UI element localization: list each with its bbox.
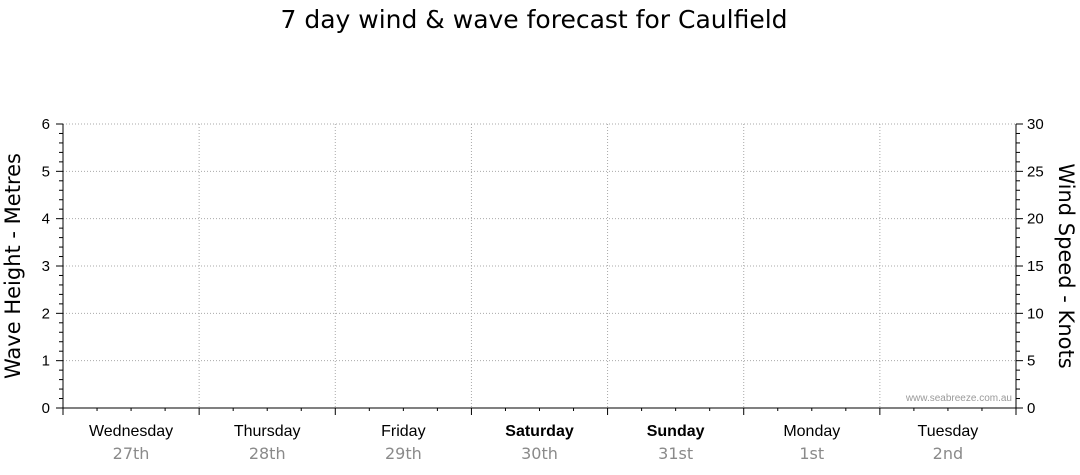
left-tick-label: 2: [42, 305, 50, 322]
day-name-label: Monday: [783, 423, 840, 440]
left-tick-label: 5: [42, 163, 50, 180]
right-axis-ticks: 0 5 10 15 20 25 30: [1016, 116, 1044, 417]
left-tick-label: 3: [42, 258, 50, 275]
right-tick-label: 5: [1027, 353, 1035, 370]
chart-title: 7 day wind & wave forecast for Caulfield: [280, 5, 787, 34]
day-date-label: 27th: [113, 444, 150, 463]
watermark: www.seabreeze.com.au: [905, 393, 1012, 404]
day-date-label: 30th: [521, 444, 558, 463]
day-name-label: Sunday: [647, 423, 705, 440]
day-name-label: Saturday: [505, 423, 574, 440]
right-tick-label: 20: [1027, 211, 1044, 228]
left-tick-label: 1: [42, 353, 50, 370]
day-date-label: 29th: [385, 444, 422, 463]
left-tick-label: 0: [42, 400, 50, 417]
day-name-label: Wednesday: [89, 423, 173, 440]
grid-lines: [63, 123, 1016, 408]
day-name-label: Friday: [381, 423, 425, 440]
day-date-label: 28th: [249, 444, 286, 463]
right-tick-label: 10: [1027, 305, 1044, 322]
right-tick-label: 0: [1027, 400, 1035, 417]
day-date-label: 1st: [799, 444, 824, 463]
day-date-label: 2nd: [933, 444, 963, 463]
day-name-label: Tuesday: [918, 423, 979, 440]
left-tick-label: 4: [42, 211, 50, 228]
right-axis-title: Wind Speed - Knots: [1054, 163, 1078, 368]
left-axis-title: Wave Height - Metres: [1, 153, 25, 379]
day-date-label: 31st: [658, 444, 693, 463]
left-tick-label: 6: [42, 116, 50, 133]
left-axis-ticks: 0 1 2 3 4 5 6: [42, 116, 63, 417]
day-labels: Wednesday 27th Thursday 28th Friday 29th Satur…: [62, 408, 1017, 463]
day-name-label: Thursday: [234, 423, 301, 440]
right-tick-label: 15: [1027, 258, 1044, 275]
right-tick-label: 30: [1027, 116, 1044, 133]
right-tick-label: 25: [1027, 163, 1044, 180]
